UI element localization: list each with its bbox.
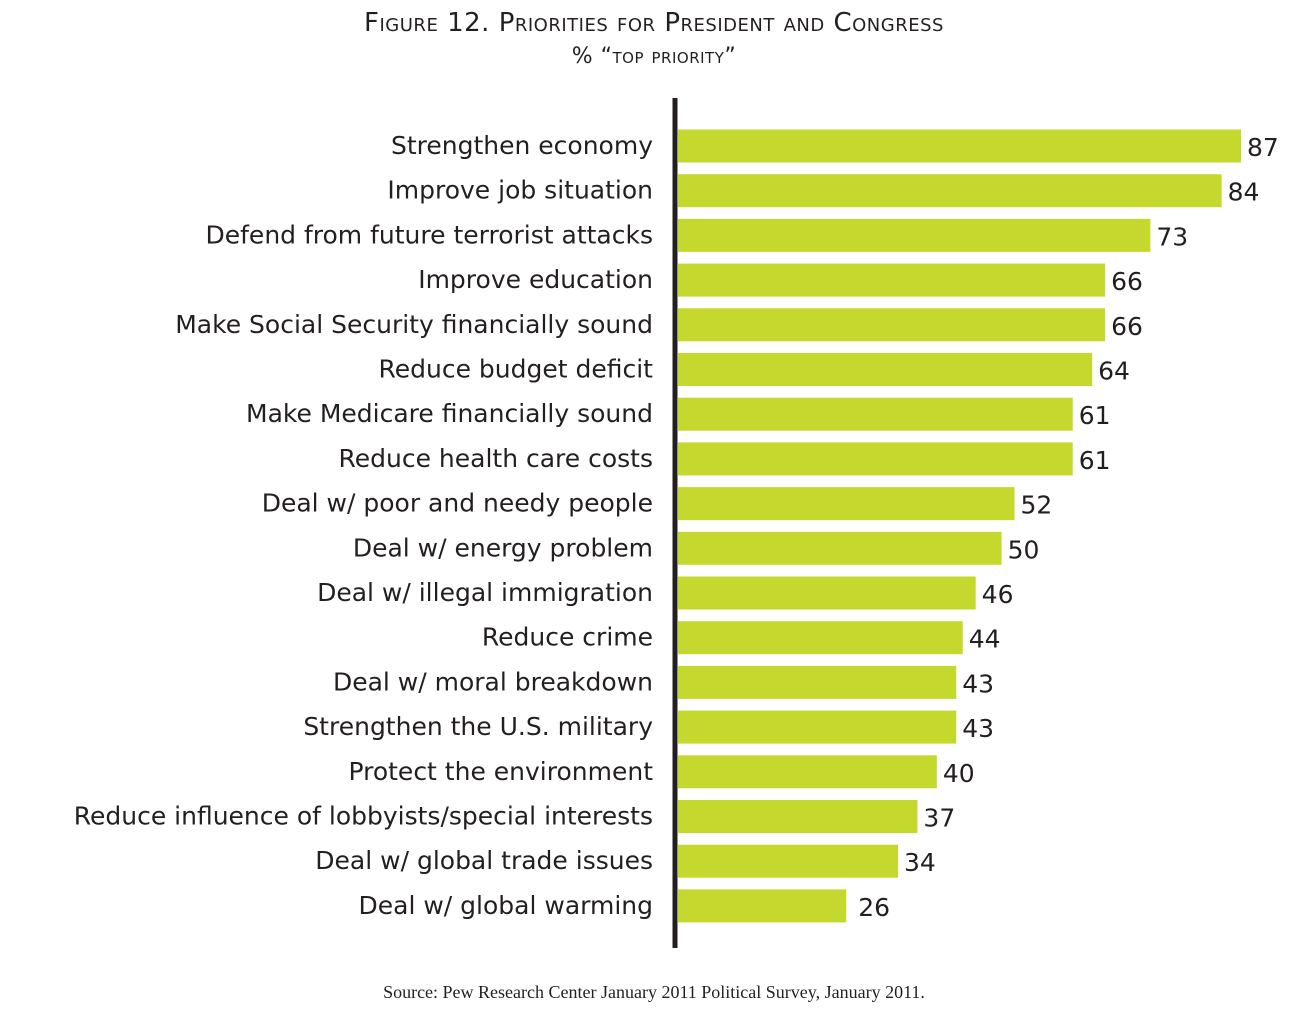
bar	[678, 442, 1073, 476]
value-label: 46	[982, 580, 1014, 609]
value-label: 87	[1247, 133, 1279, 162]
chart-title: Figure 12. Priorities for President and …	[364, 8, 944, 38]
source-note: Source: Pew Research Center January 2011…	[383, 982, 925, 1002]
value-label: 26	[858, 893, 890, 922]
category-label: Deal w/ energy problem	[353, 533, 653, 562]
bar	[678, 353, 1093, 386]
bar	[678, 576, 976, 610]
category-label: Defend from future terrorist attacks	[206, 220, 654, 249]
category-label: Deal w/ global trade issues	[315, 846, 653, 875]
category-label: Make Medicare financially sound	[246, 399, 653, 428]
bar	[678, 531, 1002, 565]
category-label: Strengthen the U.S. military	[303, 712, 653, 741]
value-label: 64	[1098, 357, 1130, 386]
category-label: Reduce health care costs	[338, 444, 653, 473]
value-label: 66	[1111, 267, 1143, 296]
category-label: Deal w/ poor and needy people	[262, 489, 653, 518]
value-label: 61	[1079, 446, 1111, 475]
value-label: 52	[1021, 491, 1053, 520]
bar	[678, 665, 957, 699]
chart-subtitle: % “top priority”	[571, 44, 737, 69]
category-label: Deal w/ moral breakdown	[333, 667, 653, 696]
value-label: 50	[1008, 535, 1040, 564]
value-label: 34	[904, 848, 936, 877]
bar	[678, 621, 963, 655]
category-label: Deal w/ illegal immigration	[317, 578, 653, 607]
value-label: 73	[1156, 222, 1188, 251]
value-label: 43	[962, 714, 994, 743]
category-label: Improve job situation	[387, 176, 653, 205]
bar	[678, 755, 937, 789]
bar	[678, 889, 847, 923]
bars-group: Strengthen economy 87 Improve job situatio…	[74, 129, 1279, 923]
bar	[678, 263, 1106, 297]
category-label: Strengthen economy	[391, 131, 653, 160]
category-label: Reduce influence of lobbyists/special in…	[74, 802, 653, 831]
value-label: 84	[1228, 178, 1260, 207]
category-label: Protect the environment	[348, 757, 653, 786]
category-label: Reduce crime	[482, 623, 653, 652]
bar	[678, 800, 918, 833]
value-label: 44	[969, 625, 1001, 654]
bar	[678, 487, 1015, 521]
category-label: Deal w/ global warming	[359, 891, 653, 920]
bar	[678, 844, 899, 878]
value-label: 40	[943, 759, 975, 788]
bar	[678, 710, 957, 744]
category-label: Improve education	[418, 265, 653, 294]
value-label: 61	[1079, 401, 1111, 430]
bar	[678, 308, 1106, 342]
bar	[678, 174, 1222, 208]
value-label: 37	[923, 804, 955, 833]
bar	[678, 218, 1151, 252]
category-label: Make Social Security financially sound	[175, 310, 653, 339]
bar	[678, 129, 1241, 163]
bar	[678, 397, 1073, 431]
category-label: Reduce budget deficit	[379, 355, 654, 384]
value-label: 66	[1111, 312, 1143, 341]
value-label: 43	[962, 669, 994, 698]
